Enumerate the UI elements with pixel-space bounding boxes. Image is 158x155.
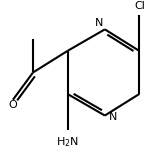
Text: H$_2$N: H$_2$N [56, 136, 79, 149]
Text: O: O [9, 100, 17, 111]
Text: N: N [95, 18, 103, 28]
Text: Cl: Cl [134, 1, 145, 11]
Text: N: N [109, 112, 118, 122]
